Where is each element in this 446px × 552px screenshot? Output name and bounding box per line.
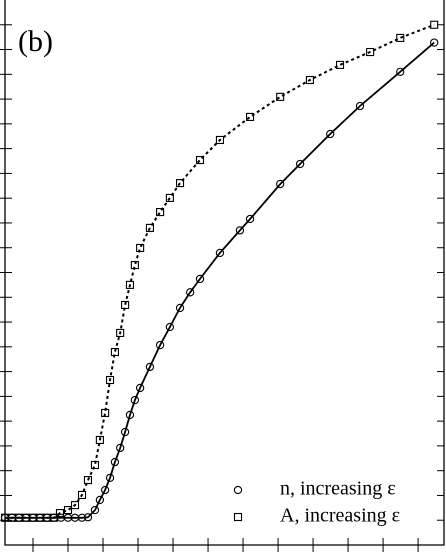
circle-marker	[95, 495, 105, 505]
square-marker	[110, 347, 119, 357]
circle-marker	[90, 505, 100, 515]
circle-marker	[235, 226, 245, 235]
square-marker	[83, 476, 93, 485]
circle-marker	[186, 288, 195, 297]
square-marker	[105, 375, 115, 385]
legend-label: A, increasing ε	[280, 505, 400, 527]
panel-label: (b)	[18, 25, 53, 58]
circle-marker	[326, 129, 335, 139]
circle-marker	[130, 395, 140, 405]
legend-marker	[233, 512, 243, 522]
circle-marker	[145, 362, 155, 372]
legend-marker	[233, 485, 243, 495]
square-marker	[130, 261, 139, 270]
square-marker	[77, 490, 87, 500]
axis-frame	[4, 0, 445, 546]
circle-marker	[245, 214, 255, 224]
circle-marker	[105, 473, 115, 483]
square-marker	[121, 300, 130, 310]
square-marker	[90, 460, 100, 470]
circle-marker	[175, 303, 185, 313]
circle-marker	[135, 383, 145, 393]
circle-marker	[100, 485, 110, 495]
square-marker	[246, 112, 255, 121]
circle-marker	[396, 67, 405, 76]
square-marker	[215, 135, 224, 145]
circle-marker	[83, 513, 93, 522]
circle-marker	[215, 248, 225, 258]
square-marker	[95, 435, 104, 445]
circle-marker	[295, 159, 305, 169]
square-marker	[101, 408, 110, 418]
square-marker	[276, 92, 285, 101]
square-marker	[165, 193, 174, 202]
square-marker	[136, 243, 145, 253]
circle-marker	[276, 179, 285, 189]
square-marker	[335, 60, 345, 69]
circle-marker	[165, 322, 175, 332]
square-marker	[305, 75, 314, 85]
fit-line	[5, 41, 435, 519]
circle-marker	[120, 427, 130, 437]
square-marker	[63, 506, 73, 515]
square-marker	[125, 280, 135, 289]
square-marker	[195, 155, 205, 165]
square-marker	[49, 513, 59, 522]
circle-marker	[430, 38, 439, 47]
circle-marker	[355, 101, 365, 111]
circle-marker	[116, 443, 125, 453]
square-marker	[116, 328, 125, 337]
square-marker	[396, 33, 405, 42]
circle-marker	[125, 410, 135, 420]
square-marker	[430, 20, 439, 29]
circle-marker	[155, 340, 165, 350]
circle-marker	[195, 274, 205, 284]
legend-label: n, increasing ε	[280, 478, 396, 500]
square-marker	[145, 223, 154, 232]
square-marker	[156, 208, 165, 217]
square-marker	[175, 179, 185, 188]
square-marker	[70, 501, 80, 510]
square-marker	[366, 47, 375, 57]
circle-marker	[77, 513, 87, 522]
square-marker	[55, 508, 65, 518]
circle-marker	[110, 457, 120, 467]
